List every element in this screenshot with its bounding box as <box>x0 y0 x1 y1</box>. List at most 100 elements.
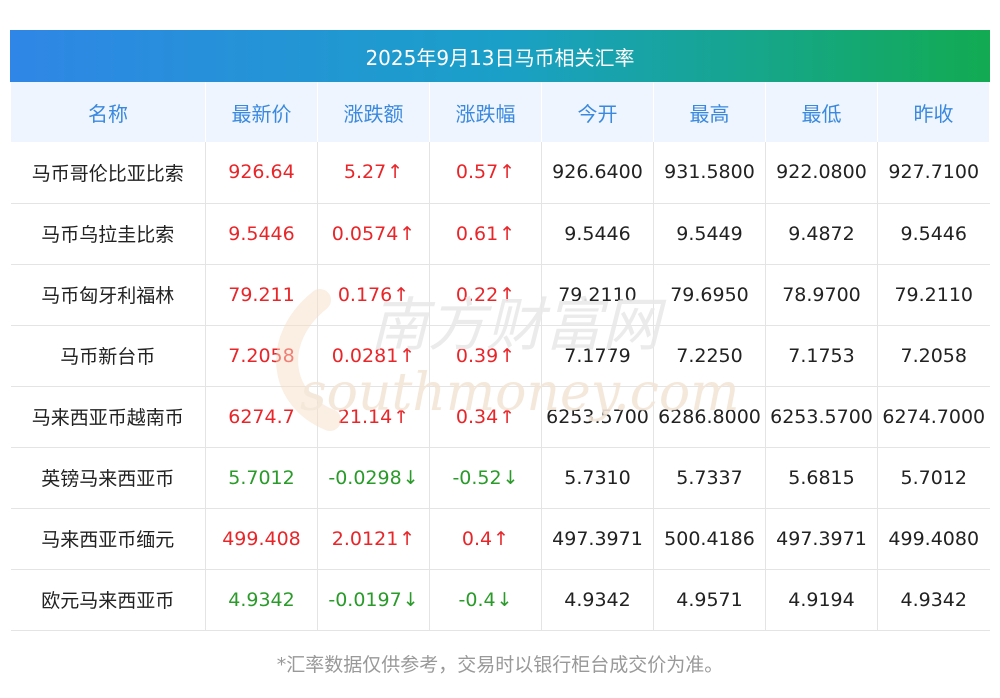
cell-prev-close-value: 927.7100 <box>888 161 980 184</box>
cell-change-pct: 0.4↑ <box>429 508 542 569</box>
cell-open-value: 6253.5700 <box>546 405 649 428</box>
cell-low: 4.9194 <box>765 569 878 630</box>
table-header-row: 名称 最新价 涨跌额 涨跌幅 今开 最高 最低 昨收 <box>10 82 990 142</box>
cell-latest-value: 4.9342 <box>228 588 295 611</box>
cell-prev-close-value: 499.4080 <box>888 527 980 550</box>
cell-low: 5.6815 <box>765 447 878 508</box>
cell-latest: 926.64 <box>205 142 318 203</box>
up-arrow-icon: ↑ <box>493 527 510 550</box>
cell-prev-close: 6274.7000 <box>877 386 990 447</box>
cell-open-value: 5.7310 <box>564 466 631 489</box>
cell-open: 926.6400 <box>541 142 654 203</box>
cell-low: 922.0800 <box>765 142 878 203</box>
cell-change: 0.0281↑ <box>317 325 430 386</box>
cell-high: 500.4186 <box>653 508 766 569</box>
cell-latest-value: 5.7012 <box>228 466 295 489</box>
cell-change-pct: 0.22↑ <box>429 264 542 325</box>
cell-open: 79.2110 <box>541 264 654 325</box>
cell-prev-close: 499.4080 <box>877 508 990 569</box>
cell-change: 21.14↑ <box>317 386 430 447</box>
table-title: 2025年9月13日马币相关汇率 <box>10 30 990 82</box>
col-header-low: 最低 <box>765 82 878 142</box>
cell-change: -0.0298↓ <box>317 447 430 508</box>
cell-change-value: -0.0298 <box>328 466 402 489</box>
col-header-prev-close: 昨收 <box>877 82 990 142</box>
col-header-change: 涨跌额 <box>317 82 430 142</box>
cell-latest: 6274.7 <box>205 386 318 447</box>
cell-open-value: 79.2110 <box>558 283 637 306</box>
cell-change: -0.0197↓ <box>317 569 430 630</box>
cell-name: 马币哥伦比亚比索 <box>11 142 206 203</box>
cell-high-value: 9.5449 <box>676 222 743 245</box>
cell-change-pct: 0.61↑ <box>429 203 542 264</box>
cell-change-pct-value: 0.22 <box>455 283 499 306</box>
cell-open: 6253.5700 <box>541 386 654 447</box>
exchange-rate-table: 名称 最新价 涨跌额 涨跌幅 今开 最高 最低 昨收 马币哥伦比亚比索 926.6… <box>10 82 990 631</box>
cell-open-value: 497.3971 <box>552 527 643 550</box>
cell-high-value: 500.4186 <box>664 527 755 550</box>
cell-change-pct: -0.4↓ <box>429 569 542 630</box>
cell-low: 9.4872 <box>765 203 878 264</box>
up-arrow-icon: ↑ <box>499 405 516 428</box>
table-row: 欧元马来西亚币 4.9342 -0.0197↓ -0.4↓ 4.9342 4.9571 4.… <box>10 569 990 630</box>
cell-change: 5.27↑ <box>317 142 430 203</box>
cell-high: 4.9571 <box>653 569 766 630</box>
cell-open: 7.1779 <box>541 325 654 386</box>
cell-open-value: 4.9342 <box>564 588 631 611</box>
cell-change-value: -0.0197 <box>328 588 402 611</box>
cell-name-value: 马来西亚币缅元 <box>41 529 175 551</box>
cell-prev-close-value: 79.2110 <box>894 283 974 306</box>
up-arrow-icon: ↑ <box>399 344 416 367</box>
cell-name: 马来西亚币缅元 <box>11 508 206 569</box>
cell-high: 5.7337 <box>653 447 766 508</box>
cell-name: 马币新台币 <box>11 325 206 386</box>
down-arrow-icon: ↓ <box>496 588 513 611</box>
cell-high-value: 7.2250 <box>676 344 743 367</box>
table-row: 马币乌拉圭比索 9.5446 0.0574↑ 0.61↑ 9.5446 9.5449 9.4… <box>10 203 990 264</box>
cell-prev-close: 7.2058 <box>877 325 990 386</box>
footnote: *汇率数据仅供参考，交易时以银行柜台成交价为准。 <box>276 654 724 676</box>
cell-low: 78.9700 <box>765 264 878 325</box>
cell-low-value: 78.9700 <box>782 283 861 306</box>
cell-high: 9.5449 <box>653 203 766 264</box>
cell-name-value: 马来西亚币越南币 <box>31 407 184 429</box>
cell-high: 79.6950 <box>653 264 766 325</box>
cell-change-pct: 0.34↑ <box>429 386 542 447</box>
cell-name-value: 欧元马来西亚币 <box>41 590 175 612</box>
cell-latest: 7.2058 <box>205 325 318 386</box>
cell-change-pct: 0.57↑ <box>429 142 542 203</box>
cell-change-pct-value: -0.4 <box>458 588 496 611</box>
cell-prev-close: 9.5446 <box>877 203 990 264</box>
cell-name: 马币匈牙利福林 <box>11 264 206 325</box>
cell-change-value: 0.0281 <box>331 344 399 367</box>
down-arrow-icon: ↓ <box>502 466 519 489</box>
cell-change-pct-value: 0.57 <box>455 161 499 184</box>
cell-low: 497.3971 <box>765 508 878 569</box>
cell-open: 5.7310 <box>541 447 654 508</box>
cell-change-value: 2.0121 <box>331 527 399 550</box>
col-header-latest: 最新价 <box>205 82 318 142</box>
table-body: 马币哥伦比亚比索 926.64 5.27↑ 0.57↑ 926.6400 931.5800… <box>10 142 990 630</box>
cell-high-value: 79.6950 <box>670 283 749 306</box>
cell-low-value: 7.1753 <box>788 344 855 367</box>
up-arrow-icon: ↑ <box>399 222 416 245</box>
down-arrow-icon: ↓ <box>402 588 419 611</box>
table-row: 马来西亚币缅元 499.408 2.0121 ↑ 0.4↑ 497.3971 500.418… <box>10 508 990 569</box>
cell-latest: 499.408 <box>205 508 318 569</box>
cell-change-value: 0.176 <box>337 283 393 306</box>
cell-low-value: 9.4872 <box>788 222 855 245</box>
cell-change-pct-value: -0.52 <box>452 466 502 489</box>
cell-open-value: 9.5446 <box>564 222 631 245</box>
cell-low-value: 6253.5700 <box>770 405 873 428</box>
cell-change-pct-value: 0.61 <box>455 222 499 245</box>
cell-low-value: 4.9194 <box>788 588 855 611</box>
cell-name: 马来西亚币越南币 <box>11 386 206 447</box>
cell-name-value: 马币新台币 <box>60 346 156 368</box>
cell-prev-close: 927.7100 <box>877 142 990 203</box>
cell-prev-close-value: 6274.7000 <box>882 405 986 428</box>
cell-latest: 9.5446 <box>205 203 318 264</box>
table-row: 马币匈牙利福林 79.211 0.176↑ 0.22↑ 79.2110 79.6950 78… <box>10 264 990 325</box>
cell-name-value: 英镑马来西亚币 <box>41 468 175 490</box>
cell-low-value: 497.3971 <box>776 527 867 550</box>
cell-change-pct: -0.52↓ <box>429 447 542 508</box>
